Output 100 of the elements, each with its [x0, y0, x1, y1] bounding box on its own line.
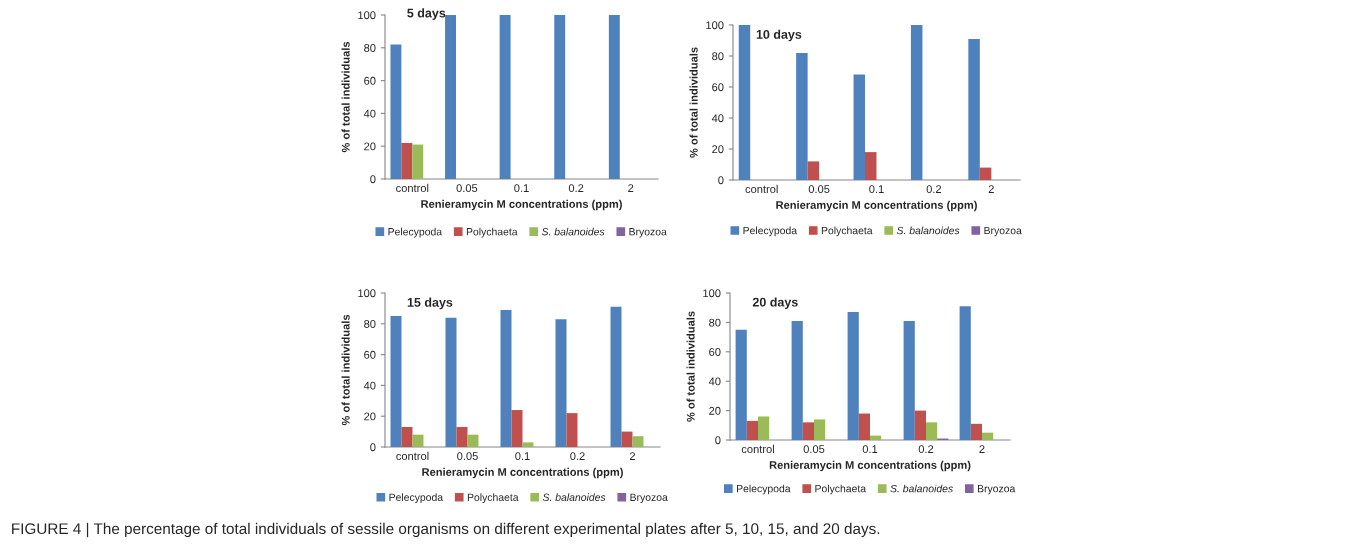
bar [554, 15, 566, 179]
bar [500, 309, 512, 447]
y-tick-label: 80 [712, 52, 724, 61]
y-tick-label: 0 [370, 443, 376, 452]
bar [401, 142, 413, 179]
y-axis-title: % of total individuals [689, 47, 698, 158]
bar [959, 306, 971, 440]
bar [791, 320, 803, 440]
legend-label: Polychaeta [467, 493, 519, 504]
y-tick-label: 20 [712, 145, 724, 154]
bar [853, 74, 866, 180]
x-tick-label: control [396, 183, 429, 193]
legend-label: Pelecypoda [736, 484, 791, 495]
y-tick-label: 80 [364, 320, 376, 328]
bar [926, 422, 938, 440]
legend-label: Polychaeta [466, 227, 518, 238]
y-tick-label: 100 [358, 11, 376, 20]
bar [814, 419, 826, 440]
x-tick-label: 0.05 [808, 185, 830, 194]
bar [903, 320, 915, 440]
legend-label: Pelecypoda [389, 493, 444, 504]
legend-label: Bryozoa [629, 228, 667, 238]
y-tick-label: 0 [370, 175, 376, 184]
chart-title: 10 days [756, 29, 802, 42]
y-tick-label: 40 [363, 109, 376, 118]
x-tick-label: 0.2 [570, 452, 585, 461]
legend-label: Bryozoa [630, 493, 668, 504]
bar [914, 410, 926, 440]
bar [802, 422, 814, 440]
x-tick-label: 2 [988, 185, 994, 193]
bar [522, 442, 534, 447]
bar [632, 436, 644, 447]
x-tick-label: 0.1 [862, 445, 878, 454]
x-tick-label: 0.1 [514, 184, 529, 193]
chart-title: 15 days [407, 297, 453, 310]
legend-label: S. balanoides [542, 493, 606, 501]
y-tick-label: 100 [358, 289, 376, 298]
caption: FIGURE 4 | The percentage of total individuals of sessile organisms on different experimental plates after 5, 10, 15, and 20 days. [12, 522, 880, 538]
bar [746, 420, 758, 440]
bar [807, 161, 820, 180]
y-tick-label: 40 [708, 377, 721, 386]
bar [401, 426, 413, 447]
x-tick-label: 0.2 [926, 185, 942, 194]
y-tick-label: 20 [364, 142, 376, 151]
bar [738, 25, 751, 180]
x-axis-title: Renieramycin M concentrations (ppm) [421, 199, 622, 211]
bar [511, 410, 523, 447]
legend-label: Pelecypoda [743, 226, 798, 237]
bar [456, 426, 468, 447]
bar [970, 423, 982, 440]
x-tick-label: 0.05 [456, 184, 478, 193]
bar [499, 15, 511, 179]
y-tick-label: 20 [364, 412, 376, 421]
x-tick-label: 2 [628, 184, 634, 192]
bar [566, 413, 578, 447]
legend-label: Bryozoa [984, 226, 1022, 237]
x-tick-label: 2 [629, 452, 636, 460]
x-tick-label: 2 [979, 445, 985, 453]
y-axis-title: % of total individuals [341, 314, 350, 426]
legend-label: Polychaeta [821, 226, 873, 237]
bar [390, 316, 402, 447]
bar [865, 152, 877, 180]
legend-label: Bryozoa [977, 485, 1016, 495]
y-tick-label: 60 [364, 350, 376, 359]
legend-label: S. balanoides [896, 226, 960, 235]
y-tick-label: 40 [711, 114, 724, 123]
chart-title: 20 days [752, 297, 798, 310]
y-tick-label: 0 [715, 436, 721, 445]
bar [610, 306, 622, 447]
x-tick-label: control [396, 451, 429, 461]
legend-label: Polychaeta [815, 484, 867, 495]
y-tick-label: 0 [718, 176, 724, 185]
bar [390, 44, 402, 179]
bar [445, 317, 457, 447]
bar [608, 15, 620, 179]
bar [979, 167, 992, 180]
bar [735, 329, 747, 440]
bar [555, 319, 567, 447]
x-axis-title: Renieramycin M concentrations (ppm) [422, 467, 623, 479]
x-tick-label: 0.2 [918, 445, 934, 454]
x-tick-label: 0.1 [869, 185, 884, 194]
legend-label: S. balanoides [541, 227, 605, 236]
bar [847, 312, 859, 440]
x-tick-label: control [741, 444, 774, 454]
bar [858, 413, 870, 440]
bar [910, 25, 923, 180]
y-tick-label: 100 [703, 289, 721, 298]
bar [758, 416, 770, 440]
x-axis-title: Renieramycin M concentrations (ppm) [776, 200, 977, 212]
bar [796, 52, 808, 180]
y-axis-title: % of total individuals [686, 311, 695, 422]
y-tick-label: 60 [364, 76, 376, 85]
y-tick-label: 100 [706, 21, 724, 30]
legend-label: Pelecypoda [388, 227, 443, 238]
y-tick-label: 60 [712, 83, 724, 92]
x-tick-label: 0.1 [515, 452, 530, 461]
bar [412, 144, 424, 179]
bar [445, 15, 456, 179]
bar [968, 38, 980, 180]
y-tick-label: 80 [709, 318, 721, 327]
